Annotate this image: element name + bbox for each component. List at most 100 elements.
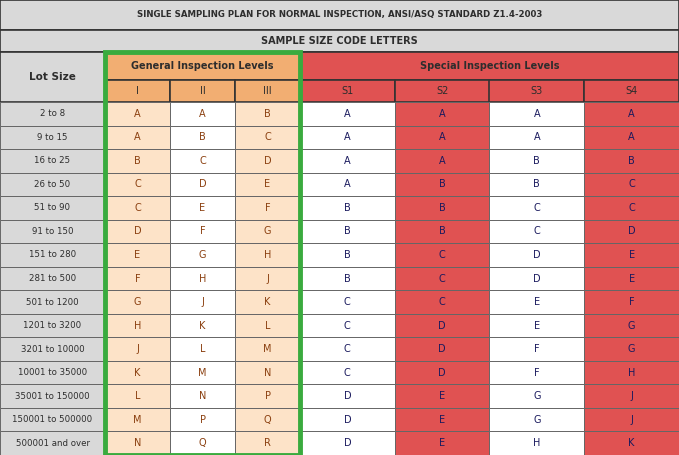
Text: D: D [263,156,272,166]
Bar [490,80,584,102]
Bar [300,196,394,220]
Bar [0,220,105,243]
Bar [490,243,584,267]
Text: H: H [628,368,636,378]
Text: A: A [439,132,445,142]
Bar [105,220,170,243]
Text: B: B [264,109,271,119]
Bar [235,408,300,431]
Bar [0,384,105,408]
Text: G: G [628,321,636,331]
Bar [105,52,300,455]
Text: S2: S2 [436,86,448,96]
Bar [584,243,679,267]
Bar [394,361,490,384]
Bar [170,314,235,337]
Text: D: D [439,368,446,378]
Bar [105,431,170,455]
Bar [584,361,679,384]
Text: 501 to 1200: 501 to 1200 [26,298,79,307]
Bar [105,314,170,337]
Text: B: B [628,156,635,166]
Text: Q: Q [199,438,206,448]
Text: A: A [439,156,445,166]
Bar [300,267,394,290]
Bar [0,52,105,102]
Text: D: D [439,344,446,354]
Text: D: D [344,391,351,401]
Bar [300,172,394,196]
Bar [300,243,394,267]
Bar [300,220,394,243]
Bar [394,314,490,337]
Bar [170,290,235,314]
Text: 9 to 15: 9 to 15 [37,133,68,142]
Bar [170,172,235,196]
Bar [170,149,235,172]
Bar [170,196,235,220]
Bar [490,361,584,384]
Text: A: A [344,109,350,119]
Bar [170,102,235,126]
Text: E: E [534,297,540,307]
Text: B: B [439,227,445,237]
Text: K: K [629,438,635,448]
Text: I: I [136,86,139,96]
Bar [0,149,105,172]
Bar [584,267,679,290]
Text: S3: S3 [531,86,543,96]
Bar [584,149,679,172]
Bar [235,337,300,361]
Text: C: C [439,297,445,307]
Text: A: A [534,132,540,142]
Bar [235,431,300,455]
Bar [235,196,300,220]
Bar [394,267,490,290]
Text: C: C [134,203,141,213]
Text: D: D [439,321,446,331]
Text: E: E [200,203,206,213]
Bar [105,196,170,220]
Bar [0,408,105,431]
Bar [105,149,170,172]
Bar [490,102,584,126]
Bar [105,267,170,290]
Bar [170,243,235,267]
Bar [170,126,235,149]
Text: P: P [265,391,270,401]
Bar [170,267,235,290]
Text: C: C [344,344,351,354]
Bar [394,172,490,196]
Bar [0,172,105,196]
Text: H: H [134,321,141,331]
Bar [170,408,235,431]
Text: E: E [629,250,635,260]
Text: C: C [264,132,271,142]
Text: E: E [134,250,141,260]
Text: 26 to 50: 26 to 50 [35,180,71,189]
Text: G: G [533,391,540,401]
Text: J: J [136,344,139,354]
Text: F: F [534,368,540,378]
Text: N: N [264,368,271,378]
Text: B: B [134,156,141,166]
Bar [584,102,679,126]
Bar [300,384,394,408]
Bar [394,290,490,314]
Text: S1: S1 [342,86,354,96]
Bar [0,126,105,149]
Bar [584,408,679,431]
Bar [300,408,394,431]
Text: 91 to 150: 91 to 150 [32,227,73,236]
Text: A: A [199,109,206,119]
Text: K: K [264,297,271,307]
Text: J: J [266,273,269,283]
Text: 3201 to 10000: 3201 to 10000 [20,344,84,354]
Text: B: B [344,227,351,237]
Text: M: M [263,344,272,354]
Text: C: C [134,179,141,189]
Bar [490,431,584,455]
Text: B: B [344,250,351,260]
Bar [394,384,490,408]
Bar [235,126,300,149]
